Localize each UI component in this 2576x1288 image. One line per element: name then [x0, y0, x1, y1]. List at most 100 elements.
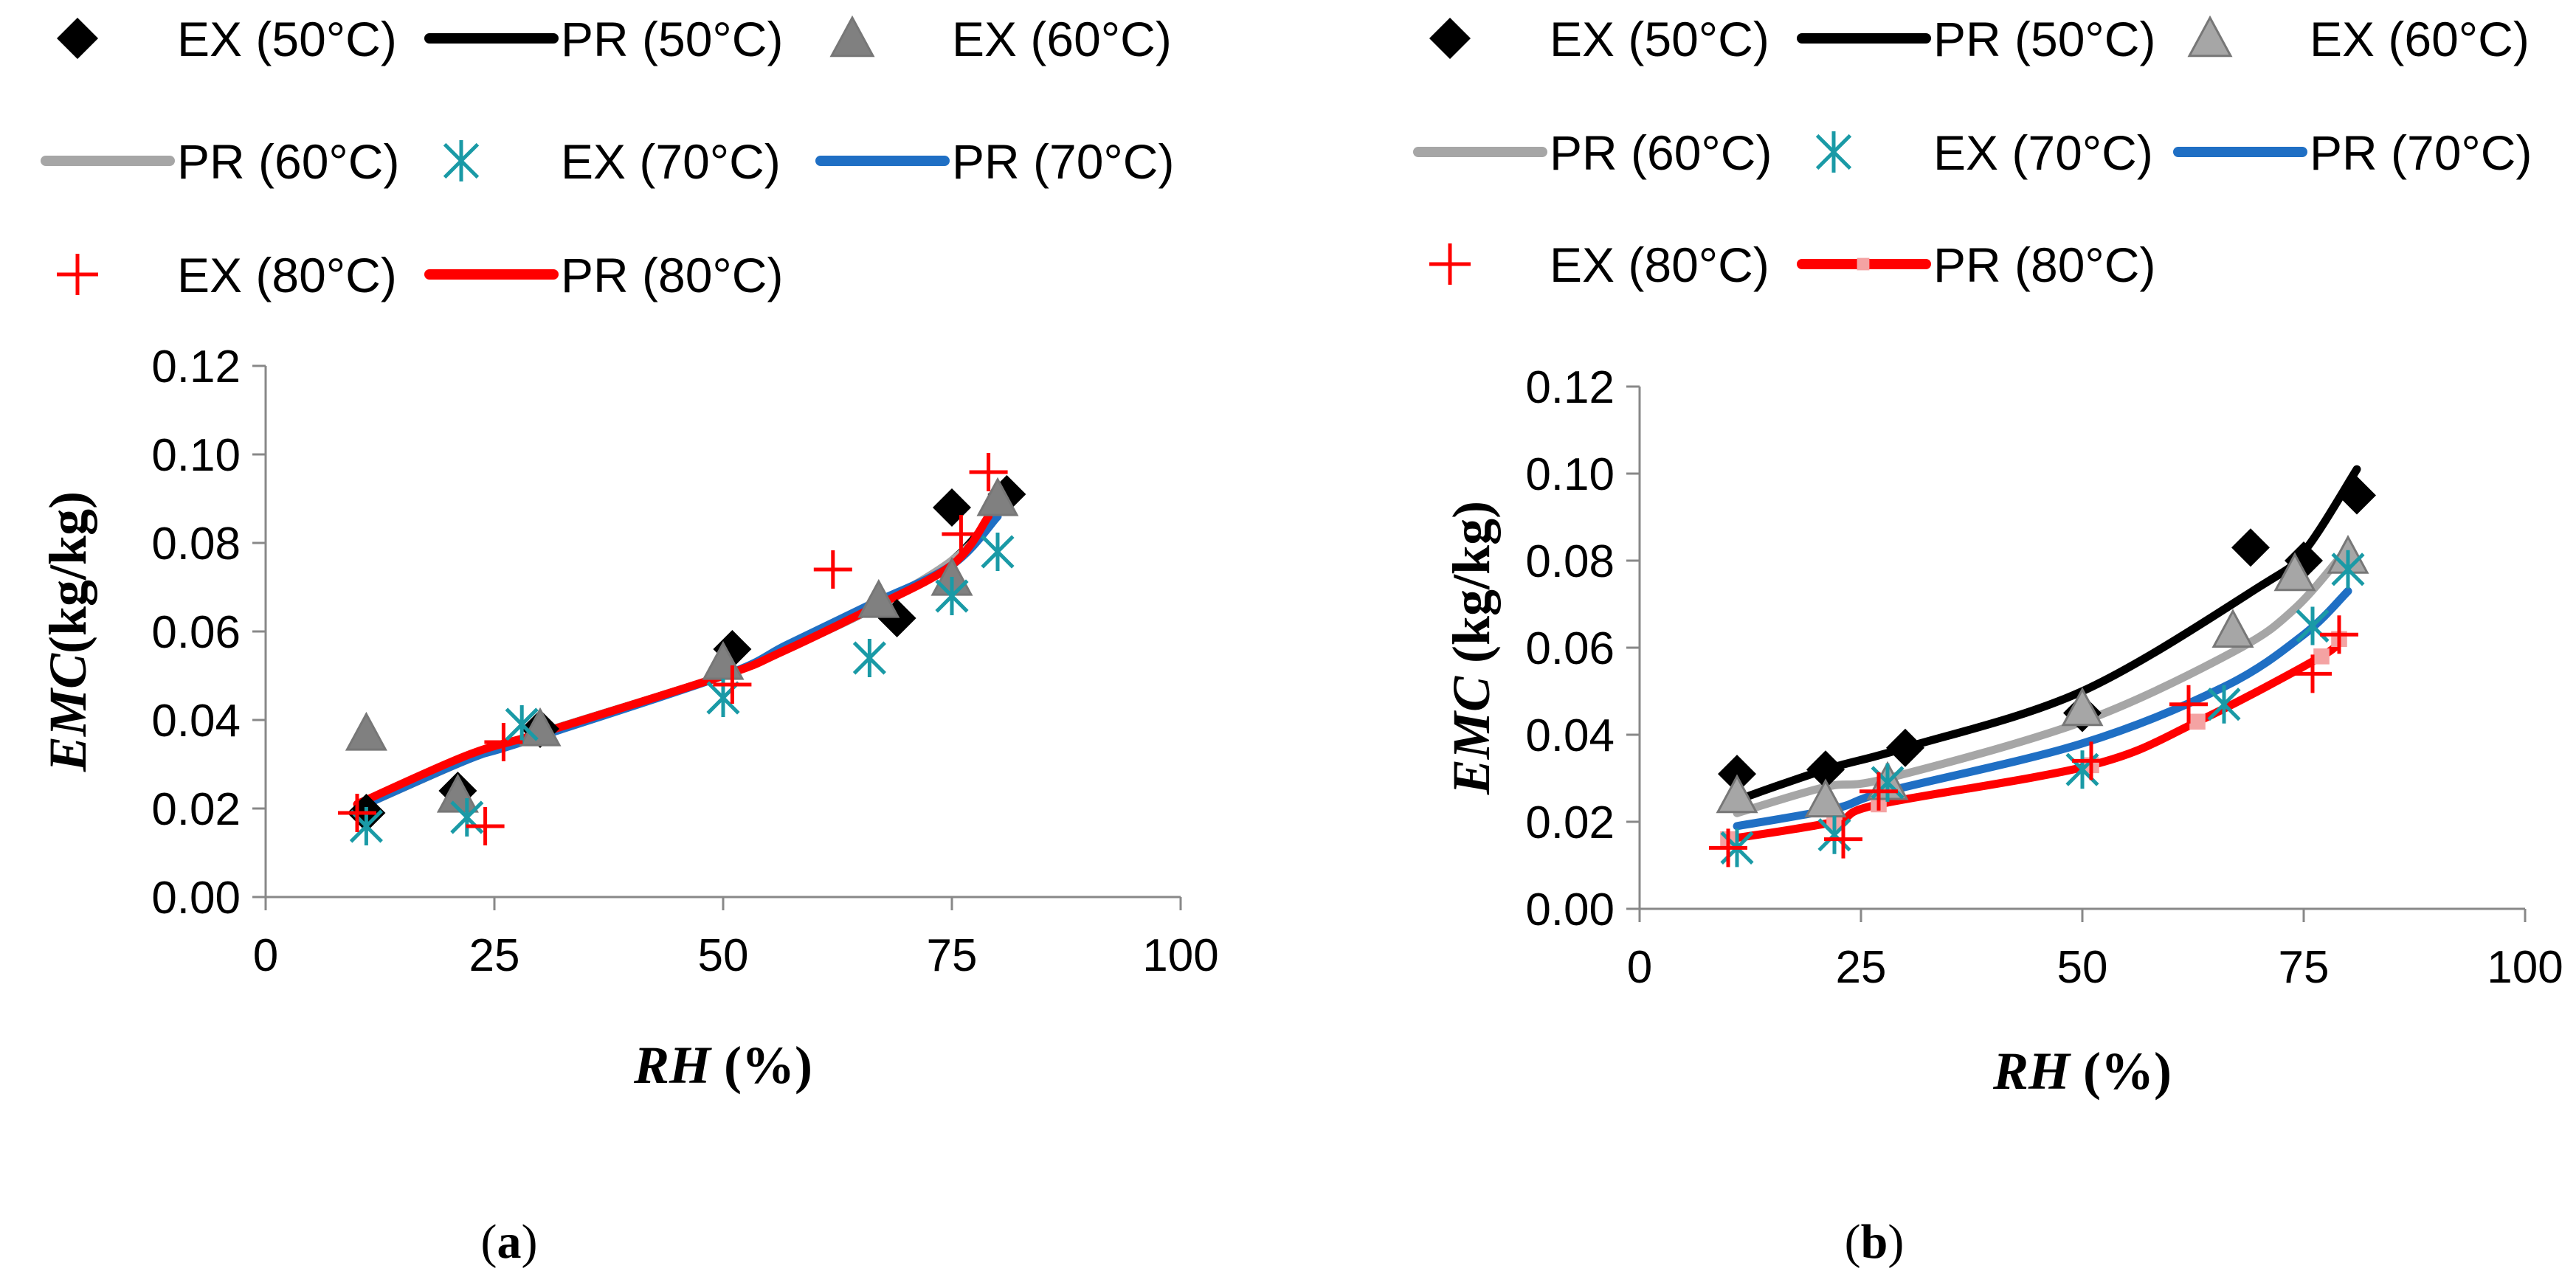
panel-label-letter: b: [1861, 1215, 1888, 1269]
legend-item: PR (70°C): [2173, 125, 2532, 180]
data-point: [969, 453, 1008, 491]
legend-item: EX (60°C): [829, 12, 1172, 66]
legend-item: EX (50°C): [57, 12, 397, 66]
legend-item: EX (70°C): [443, 134, 781, 189]
data-point: [981, 533, 1015, 571]
data-point: [2338, 476, 2376, 515]
legend-label: PR (60°C): [177, 134, 399, 189]
data-point: [2273, 552, 2316, 592]
line-marker: [2313, 648, 2330, 665]
chart-panel-b: 0.00 0.02 0.04 0.06 0.08 0.10 0.12 0 25 50 75 100 RH…: [1413, 12, 2563, 1269]
x-axis-title-unit: (%): [711, 1036, 812, 1095]
legend-label: PR (80°C): [1933, 238, 2155, 292]
legend-label: PR (70°C): [2310, 125, 2532, 180]
data-point: [1824, 820, 1862, 859]
line-marker: [2189, 713, 2206, 730]
legend-label: EX (70°C): [561, 134, 781, 189]
legend-label: PR (60°C): [1550, 125, 1772, 180]
legend-label: EX (50°C): [177, 12, 397, 66]
legend-label: EX (60°C): [2310, 12, 2530, 66]
data-point: [505, 705, 539, 744]
legend-label: EX (60°C): [952, 12, 1172, 66]
legend-item: PR (60°C): [1413, 125, 1772, 180]
legend-marker: [829, 15, 875, 58]
legend-label: EX (80°C): [1550, 238, 1769, 292]
data-point: [338, 794, 376, 832]
data-point: [2293, 654, 2332, 693]
x-tick-label: 75: [927, 930, 978, 981]
plot-area: [1709, 465, 2376, 868]
data-point: [1709, 828, 1747, 868]
legend-item: EX (60°C): [2187, 12, 2530, 66]
legend-marker: [1429, 243, 1471, 285]
y-tick-label: 0.10: [151, 430, 241, 481]
panel-label-letter: a: [497, 1215, 522, 1269]
y-tick-label: 0.04: [1525, 710, 1615, 761]
y-tick-label: 0.08: [1525, 536, 1615, 587]
legend-item: EX (80°C): [57, 248, 397, 302]
legend-marker: [443, 140, 480, 181]
data-point: [1718, 755, 1756, 794]
legend-item: PR (60°C): [41, 134, 399, 189]
data-point: [2231, 528, 2270, 567]
y-tick-label: 0.02: [1525, 797, 1615, 848]
legend-label: PR (70°C): [952, 134, 1174, 189]
legend-marker: [1429, 18, 1471, 59]
legend-item: EX (70°C): [1815, 125, 2153, 180]
legend-label: EX (80°C): [177, 248, 397, 302]
y-axis-title-unit: (kg/kg): [1442, 501, 1501, 676]
legend-item: PR (80°C): [1797, 238, 2155, 292]
legend-item: PR (50°C): [424, 12, 783, 66]
x-tick-label: 50: [698, 930, 749, 981]
chart-panel-a: 0.00 0.02 0.04 0.06 0.08 0.10 0.12 0 25 50 75 100 RH…: [38, 12, 1219, 1269]
y-tick-label: 0.10: [1525, 449, 1615, 500]
panel-label-open: (: [1845, 1215, 1861, 1269]
data-point: [813, 550, 852, 589]
x-tick-label: 100: [1142, 930, 1218, 981]
data-point: [933, 488, 971, 527]
data-point: [976, 477, 1019, 516]
data-point: [852, 639, 886, 677]
y-tick-label: 0.00: [1525, 884, 1615, 935]
legend-item: PR (50°C): [1797, 12, 2155, 66]
y-tick-label: 0.00: [151, 873, 241, 924]
data-point: [2072, 741, 2110, 780]
legend-label: EX (50°C): [1550, 12, 1769, 66]
data-point: [519, 707, 562, 747]
y-tick-label: 0.02: [151, 784, 241, 835]
y-tick-label: 0.06: [151, 607, 241, 658]
y-tick-label: 0.04: [151, 696, 241, 747]
x-axis-title: RH (%): [1992, 1042, 2172, 1101]
legend-marker: [1815, 131, 1852, 173]
x-axis-title-unit: (%): [2070, 1042, 2172, 1101]
legend-marker: [57, 18, 98, 59]
panel-label-open: (: [481, 1215, 497, 1269]
data-point: [484, 723, 523, 761]
data-point: [466, 807, 505, 845]
series-line: [353, 512, 993, 809]
legend-label: PR (50°C): [1933, 12, 2155, 66]
legend: EX (50°C) PR (50°C) EX (60°C) PR (60°C) EX (…: [1413, 12, 2532, 292]
y-axis-title: EMC(kg/kg): [38, 491, 97, 772]
x-tick-label: 75: [2279, 942, 2330, 993]
y-axis-title-var: EMC: [1442, 676, 1501, 795]
y-tick-label: 0.12: [151, 342, 241, 392]
panel-label: (b): [1845, 1215, 1905, 1269]
data-point: [1804, 778, 1847, 818]
data-point: [942, 515, 981, 553]
y-axis-title-unit: (kg/kg): [38, 491, 97, 654]
legend-label: EX (70°C): [1933, 125, 2153, 180]
y-axis-title-var: EMC: [38, 653, 97, 772]
data-point: [1886, 728, 1924, 767]
y-tick-label: 0.08: [151, 519, 241, 569]
legend-marker: [1857, 257, 1870, 271]
y-tick-label: 0.12: [1525, 362, 1615, 413]
data-point: [2207, 685, 2241, 724]
legend-item: EX (80°C): [1429, 238, 1769, 292]
legend-item: PR (70°C): [815, 134, 1174, 189]
x-tick-label: 100: [2487, 942, 2563, 993]
x-tick-label: 25: [1836, 942, 1887, 993]
legend-marker: [2187, 15, 2233, 58]
x-tick-label: 25: [469, 930, 520, 981]
